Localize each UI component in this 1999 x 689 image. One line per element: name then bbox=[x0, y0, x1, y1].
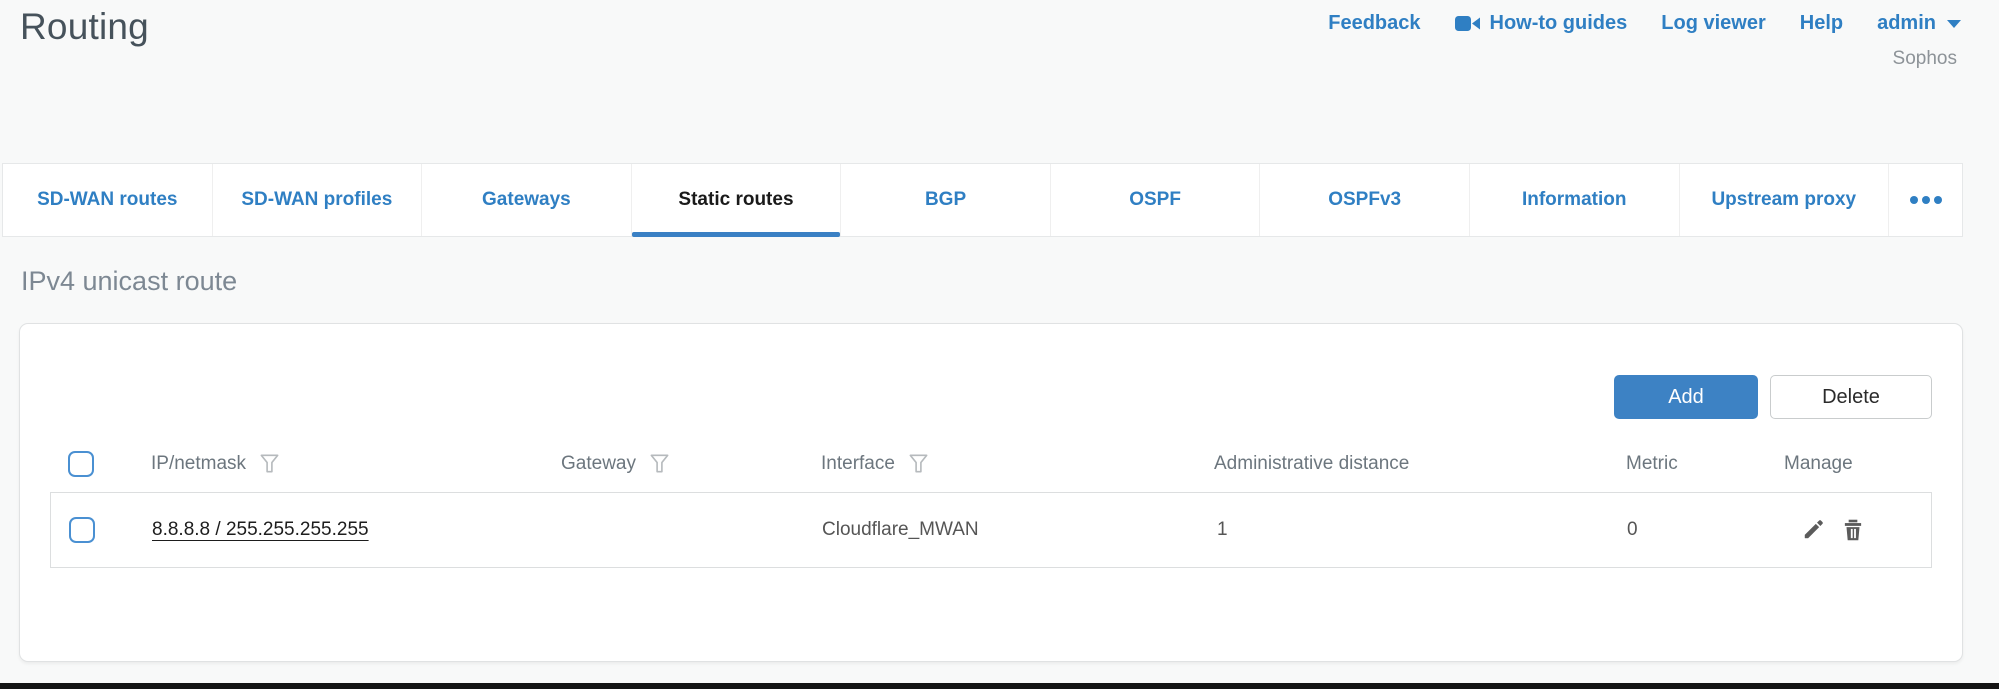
delete-row-button[interactable] bbox=[1838, 515, 1868, 545]
routes-panel: Add Delete IP/netmask Gateway Interface bbox=[19, 323, 1963, 662]
column-header-metric: Metric bbox=[1626, 452, 1678, 474]
brand-label: Sophos bbox=[1892, 48, 1957, 69]
select-all-checkbox[interactable] bbox=[68, 450, 94, 477]
edit-button[interactable] bbox=[1798, 515, 1828, 545]
page-header: Routing Feedback How-to guides Log viewe… bbox=[0, 0, 1999, 163]
ellipsis-icon bbox=[1909, 196, 1918, 204]
tab-upstream-proxy[interactable]: Upstream proxy bbox=[1679, 164, 1890, 236]
tab-sdwan-routes[interactable]: SD-WAN routes bbox=[3, 164, 213, 236]
admin-menu[interactable]: admin bbox=[1877, 12, 1961, 35]
tab-bar: SD-WAN routes SD-WAN profiles Gateways S… bbox=[2, 163, 1963, 237]
table-header-row: IP/netmask Gateway Interface Administrat… bbox=[50, 435, 1932, 492]
column-header-ip-netmask: IP/netmask bbox=[151, 452, 247, 474]
ellipsis-icon bbox=[1921, 196, 1930, 204]
howto-guides-link[interactable]: How-to guides bbox=[1454, 12, 1628, 35]
route-interface-cell: Cloudflare_MWAN bbox=[822, 519, 979, 540]
route-metric-cell: 0 bbox=[1627, 519, 1638, 540]
trash-icon bbox=[1844, 519, 1862, 541]
help-link[interactable]: Help bbox=[1799, 12, 1844, 34]
filter-icon[interactable] bbox=[907, 452, 930, 475]
table-row: 8.8.8.8 / 255.255.255.255 Cloudflare_MWA… bbox=[50, 492, 1932, 568]
page-title: Routing bbox=[20, 6, 149, 47]
table-toolbar: Add Delete bbox=[50, 324, 1932, 419]
filter-icon[interactable] bbox=[258, 452, 281, 475]
column-header-gateway: Gateway bbox=[561, 452, 636, 474]
ellipsis-icon bbox=[1933, 196, 1942, 204]
route-admin-distance-cell: 1 bbox=[1217, 519, 1228, 540]
delete-button[interactable]: Delete bbox=[1770, 375, 1932, 419]
log-viewer-link[interactable]: Log viewer bbox=[1661, 12, 1766, 34]
tab-sdwan-profiles[interactable]: SD-WAN profiles bbox=[212, 164, 423, 236]
tab-bgp[interactable]: BGP bbox=[841, 164, 1051, 236]
video-camera-icon bbox=[1454, 16, 1480, 31]
tab-ospfv3[interactable]: OSPFv3 bbox=[1260, 164, 1470, 236]
feedback-link[interactable]: Feedback bbox=[1328, 12, 1421, 34]
add-button[interactable]: Add bbox=[1614, 375, 1758, 419]
howto-guides-label: How-to guides bbox=[1489, 12, 1628, 34]
section-heading: IPv4 unicast route bbox=[21, 266, 238, 296]
window-bottom-edge bbox=[0, 683, 1999, 689]
column-header-manage: Manage bbox=[1784, 452, 1853, 474]
tab-information[interactable]: Information bbox=[1469, 164, 1680, 236]
pencil-icon bbox=[1804, 520, 1823, 539]
caret-down-icon bbox=[1947, 19, 1961, 28]
tab-gateways[interactable]: Gateways bbox=[422, 164, 632, 236]
admin-menu-label: admin bbox=[1877, 12, 1936, 34]
route-ip-netmask-link[interactable]: 8.8.8.8 / 255.255.255.255 bbox=[152, 519, 369, 540]
top-navigation: Feedback How-to guides Log viewer Help a… bbox=[1328, 12, 1961, 35]
column-header-interface: Interface bbox=[821, 452, 895, 474]
more-tabs-button[interactable] bbox=[1889, 164, 1963, 236]
routes-table: IP/netmask Gateway Interface Administrat… bbox=[50, 435, 1932, 568]
column-header-admin-distance: Administrative distance bbox=[1214, 452, 1410, 474]
filter-icon[interactable] bbox=[648, 452, 671, 475]
row-checkbox[interactable] bbox=[69, 517, 95, 543]
tab-ospf[interactable]: OSPF bbox=[1050, 164, 1261, 236]
tab-static-routes[interactable]: Static routes bbox=[631, 164, 842, 237]
